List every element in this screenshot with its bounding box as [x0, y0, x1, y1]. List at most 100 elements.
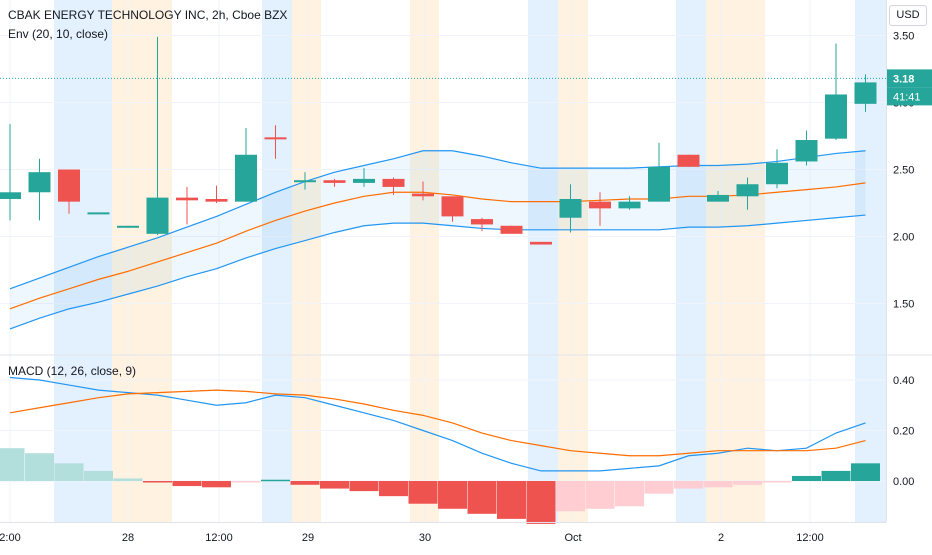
candle: [117, 225, 139, 228]
candlestick-series: [0, 36, 886, 245]
macd-axis-label: 0.40: [893, 375, 914, 387]
candle-body: [146, 197, 169, 234]
candle: [648, 142, 670, 202]
macd-histogram-bar: [674, 481, 703, 489]
countdown-tag-bg: [887, 87, 932, 106]
macd-line: [9, 376, 866, 472]
macd-histogram-bar: [615, 481, 644, 507]
currency-button[interactable]: USD: [889, 5, 927, 26]
candle: [146, 36, 169, 236]
candle: [825, 43, 847, 141]
candle-body: [441, 196, 464, 217]
candle-body: [589, 201, 611, 209]
candle: [441, 196, 464, 222]
candle-body: [235, 154, 257, 202]
macd-histogram-bar: [349, 481, 379, 492]
candle-body: [766, 162, 788, 185]
candle: [854, 74, 877, 112]
price-axis-label: 2.00: [893, 232, 914, 244]
macd-axis-label: 0.00: [893, 476, 914, 488]
candle: [323, 178, 346, 187]
signal-line: [9, 389, 866, 457]
candle: [559, 184, 582, 233]
macd-histogram-bar: [84, 470, 113, 481]
time-axis-label: 2: [718, 532, 724, 544]
candle-body: [559, 198, 582, 218]
envelope-lower-line: [9, 214, 866, 330]
session-band: [54, 0, 112, 522]
macd-histogram-bar: [556, 481, 585, 512]
macd-indicator: [0, 376, 880, 524]
candle-body: [471, 219, 493, 225]
session-band: [292, 0, 321, 522]
candle-body: [854, 82, 877, 104]
candle: [618, 196, 641, 210]
candle: [736, 177, 759, 210]
candle-body: [323, 180, 346, 183]
macd-histogram-bar: [438, 481, 467, 509]
last-price-tag: 3.18: [887, 69, 932, 88]
candle: [707, 190, 729, 202]
macd-histogram-bar: [379, 481, 408, 497]
macd-histogram-bar: [290, 481, 320, 485]
candle-body: [353, 178, 375, 183]
time-axis-label: 29: [302, 532, 314, 544]
candle-body: [825, 94, 847, 139]
candle: [795, 130, 818, 166]
candle-body: [58, 169, 80, 202]
macd-histogram-bar: [172, 481, 202, 487]
candle-body: [736, 184, 759, 197]
macd-axis-label: 0.20: [893, 426, 914, 438]
candle: [28, 158, 51, 221]
candle-body: [707, 194, 729, 202]
price-axis-label: 3.50: [893, 31, 914, 43]
macd-histogram-bar: [821, 470, 851, 481]
countdown-tag-text: 41:41: [893, 91, 921, 103]
candle-body: [795, 140, 818, 162]
candle: [87, 212, 110, 215]
time-axis-label: Oct: [564, 532, 581, 544]
candle: [677, 154, 700, 167]
candle-body: [648, 166, 670, 202]
macd-histogram-bar: [585, 481, 615, 509]
macd-histogram-bar: [703, 481, 733, 488]
price-axis-label: 2.50: [893, 165, 914, 177]
candle-body: [87, 212, 110, 215]
candle-body: [176, 197, 198, 201]
session-band: [262, 0, 292, 522]
time-axis-label: 30: [419, 532, 431, 544]
macd-histogram-bar: [54, 463, 84, 481]
macd-histogram-bar: [231, 481, 261, 483]
time-axis-label: 12:00: [796, 532, 824, 544]
macd-histogram-bar: [25, 453, 54, 481]
candle-body: [205, 198, 228, 202]
macd-histogram-bar: [497, 481, 526, 519]
macd-histogram-bar: [851, 463, 880, 481]
candle-body: [618, 201, 641, 209]
macd-histogram-bar: [792, 475, 821, 481]
candle-body: [28, 172, 51, 193]
macd-histogram-bar: [0, 448, 25, 481]
macd-histogram-bar: [320, 481, 349, 489]
last-price-tag-bg: [887, 69, 932, 88]
session-band: [706, 0, 765, 522]
macd-histogram-bar: [202, 481, 231, 488]
candle-body: [382, 178, 405, 187]
envelope-legend[interactable]: Env (20, 10, close): [8, 27, 109, 41]
candle: [530, 241, 552, 245]
candle: [412, 181, 434, 201]
candle: [58, 169, 80, 214]
candle: [353, 168, 375, 187]
time-axis-label: 2:00: [0, 532, 21, 544]
macd-legend[interactable]: MACD (12, 26, close, 9): [8, 364, 137, 378]
envelope-upper-line: [9, 150, 866, 290]
candle: [235, 127, 257, 202]
macd-histogram-bar: [526, 481, 556, 524]
macd-histogram-bar: [733, 481, 762, 485]
macd-histogram-bar: [644, 481, 674, 494]
candle-body: [264, 137, 287, 140]
candle-body: [677, 154, 700, 167]
